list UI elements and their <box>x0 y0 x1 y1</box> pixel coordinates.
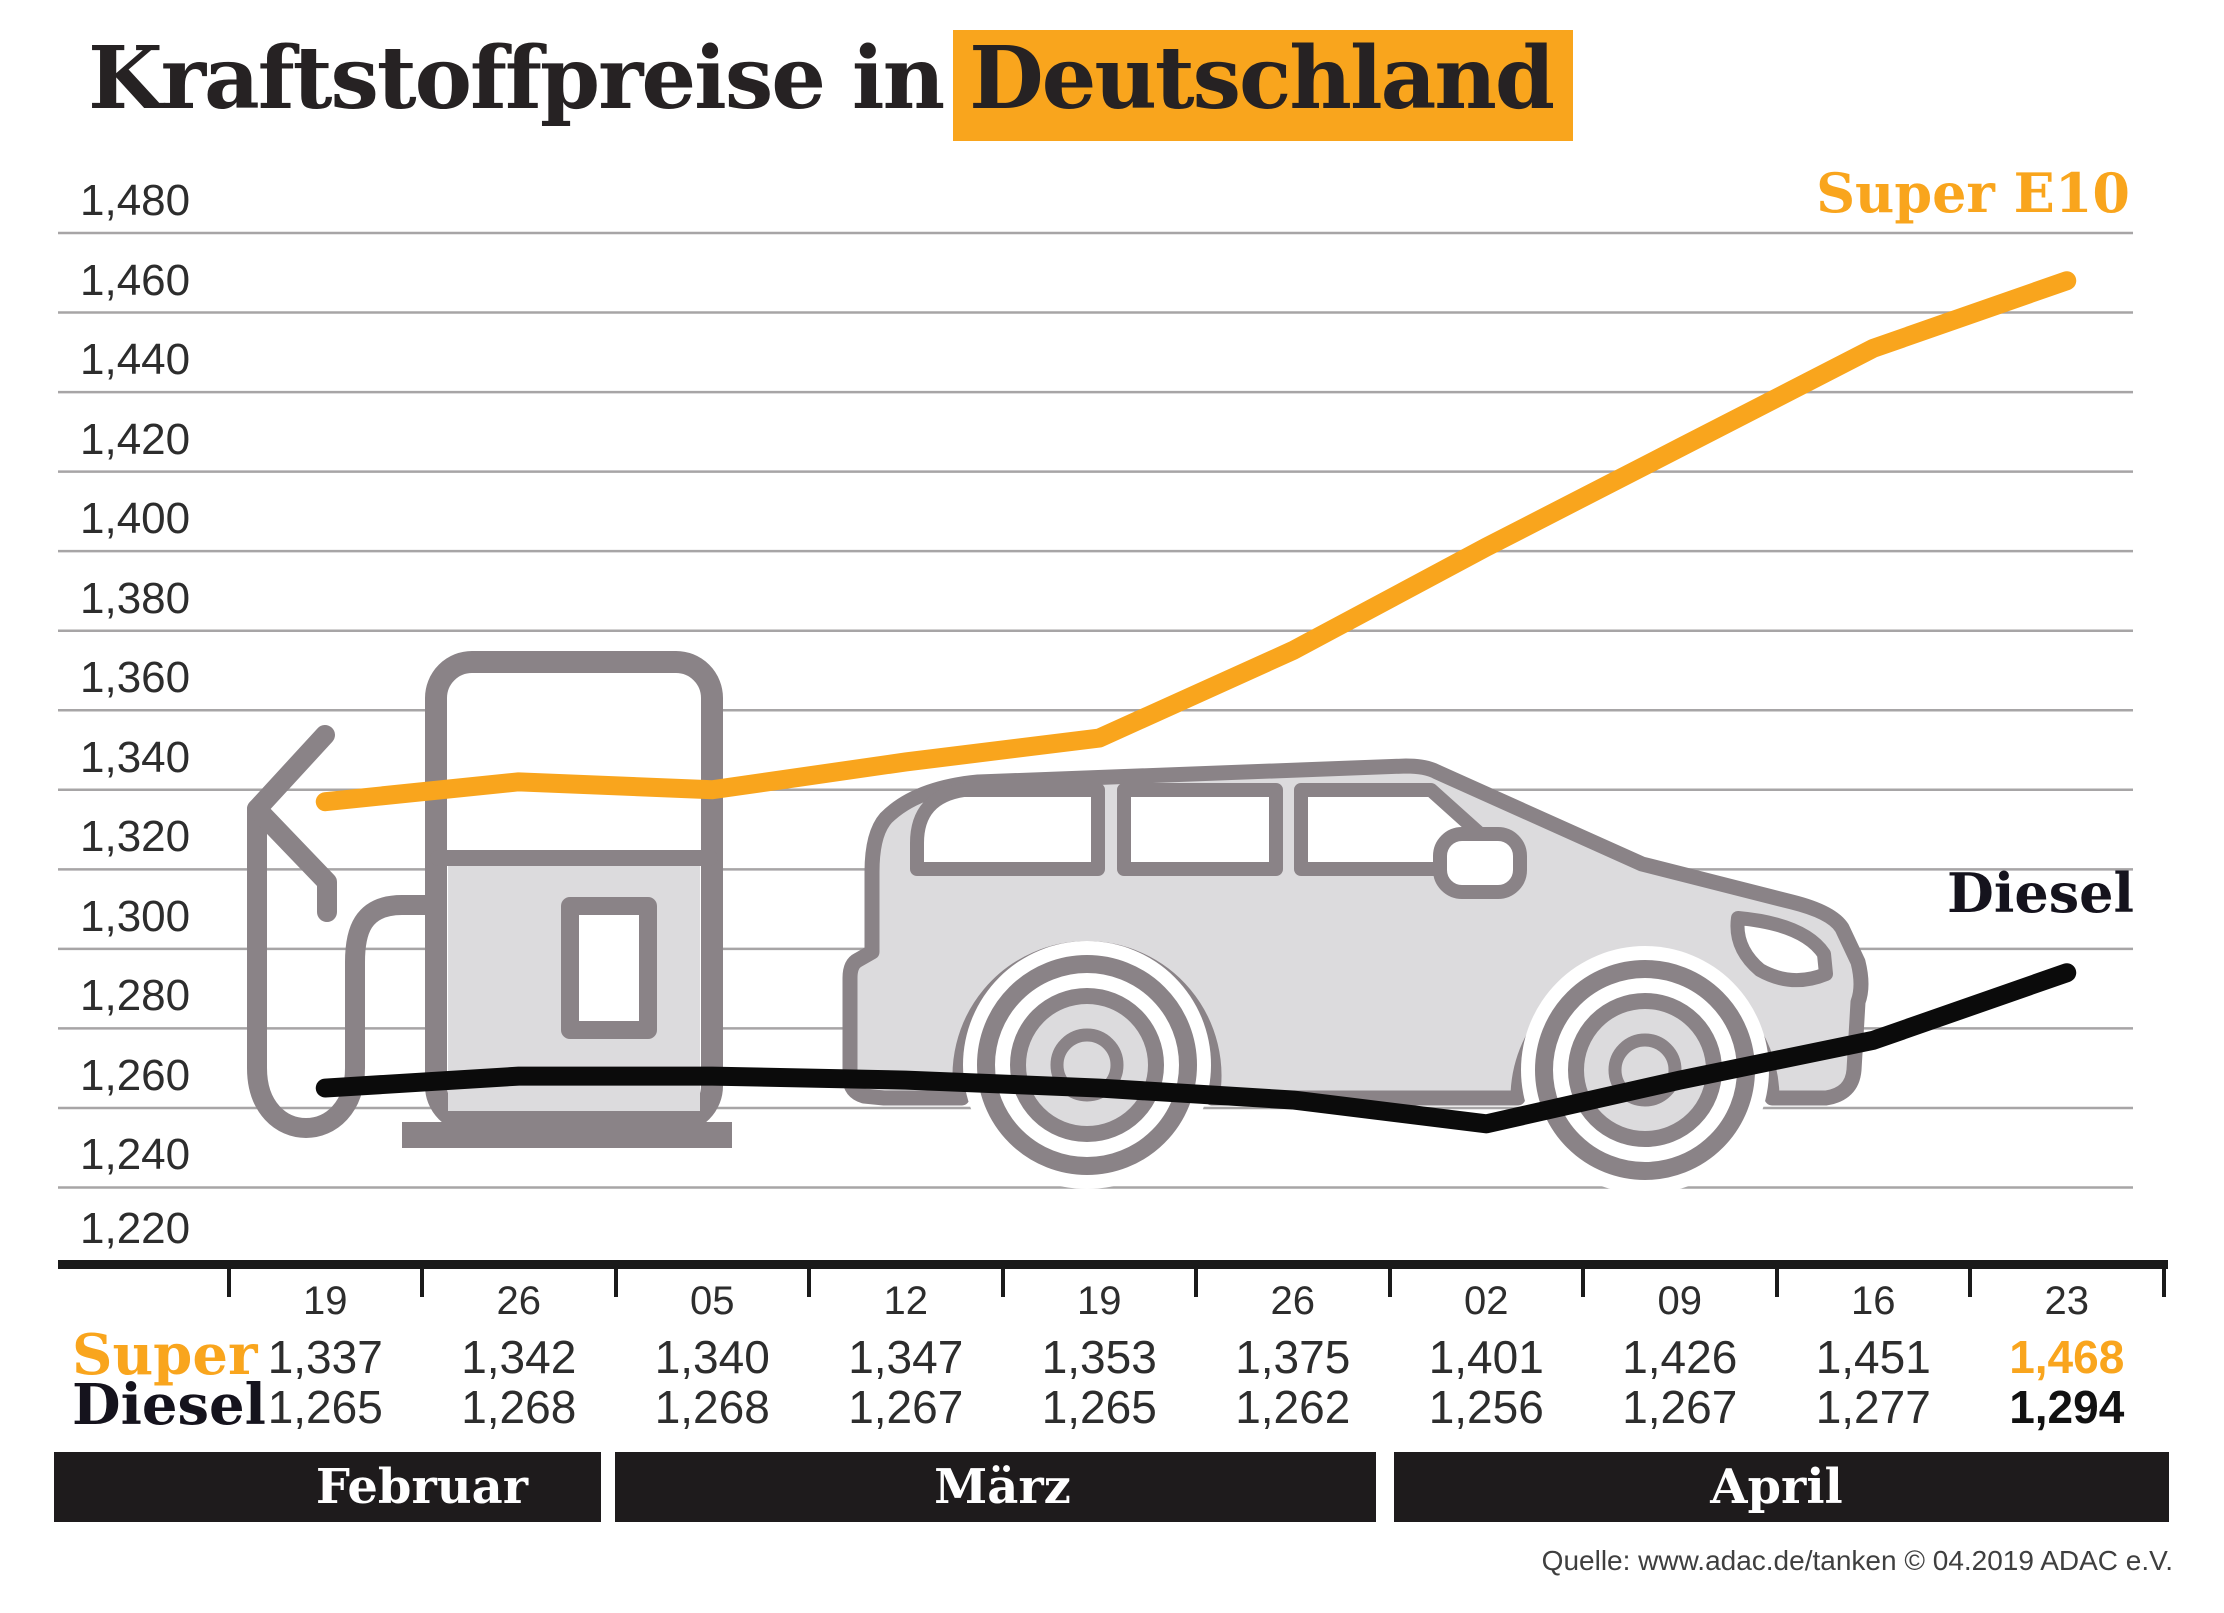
x-axis-date-label: 05 <box>690 1279 735 1323</box>
table-value-super: 1,468 <box>2009 1331 2125 1383</box>
month-band-april <box>1394 1452 2169 1522</box>
car-middle-window <box>1117 783 1283 876</box>
y-axis-label: 1,360 <box>80 653 191 703</box>
y-axis-label: 1,220 <box>80 1204 191 1253</box>
month-band-märz <box>615 1452 1376 1522</box>
x-axis-tick <box>1000 1269 1005 1297</box>
table-row-label-super: Super <box>72 1322 258 1388</box>
x-axis-tick <box>1194 1269 1198 1297</box>
table-value-super: 1,340 <box>654 1331 770 1383</box>
x-axis-tick <box>2161 1269 2166 1297</box>
x-axis-date-label: 09 <box>1657 1279 1703 1323</box>
table-value-diesel: 1,267 <box>1622 1381 1738 1433</box>
month-band-februar <box>54 1452 601 1522</box>
car-rear-wheel <box>963 941 1211 1189</box>
table-value-super: 1,451 <box>1815 1331 1931 1383</box>
series-label-super-e10: Super E10 <box>1816 161 2130 225</box>
table-value-diesel: 1,265 <box>1041 1381 1157 1433</box>
pump-base <box>402 1122 732 1148</box>
line-diesel <box>315 963 2077 1134</box>
table-value-diesel: 1,294 <box>2009 1381 2125 1433</box>
x-axis-date-label: 12 <box>883 1279 929 1323</box>
car-rear-window <box>910 783 1105 876</box>
table-value-super: 1,353 <box>1041 1331 1157 1383</box>
car-headlight <box>1730 911 1833 988</box>
x-axis-tick <box>613 1269 618 1297</box>
x-axis-date-label: 02 <box>1464 1279 1509 1323</box>
table-value-diesel: 1,268 <box>461 1381 577 1433</box>
y-axis-label: 1,420 <box>80 414 191 464</box>
title-highlight: Deutschland <box>953 30 1573 141</box>
y-axis-label: 1,480 <box>80 176 191 225</box>
month-label-april: April <box>1710 1459 1843 1515</box>
table-value-diesel: 1,277 <box>1815 1381 1931 1433</box>
y-axis-label: 1,320 <box>80 812 191 862</box>
car-mirror <box>1433 827 1527 899</box>
x-axis-date-label: 19 <box>1077 1279 1122 1323</box>
table-value-diesel: 1,265 <box>267 1381 383 1433</box>
table-value-super: 1,347 <box>848 1331 964 1383</box>
x-axis-date-label: 19 <box>303 1279 348 1323</box>
table-value-diesel: 1,267 <box>848 1381 964 1433</box>
source-note: Quelle: www.adac.de/tanken © 04.2019 ADA… <box>1541 1545 2173 1576</box>
car-icon <box>842 758 1869 1194</box>
pump-nozzle <box>247 725 337 922</box>
pump-display-window <box>561 897 657 1039</box>
x-axis-date-label: 26 <box>496 1279 542 1323</box>
y-axis-label: 1,380 <box>80 573 191 623</box>
x-axis-line <box>58 1260 2168 1269</box>
table-value-diesel: 1,268 <box>654 1381 770 1433</box>
table-value-diesel: 1,262 <box>1235 1381 1351 1433</box>
table-value-diesel: 1,256 <box>1428 1381 1544 1433</box>
table-value-super: 1,337 <box>267 1331 383 1383</box>
page-title: Kraftstoffpreise in Deutschland <box>88 30 1573 141</box>
y-axis-label: 1,440 <box>80 335 191 385</box>
series-lines <box>315 271 2077 1134</box>
table-value-super: 1,342 <box>461 1331 577 1383</box>
x-axis-tick <box>807 1269 811 1297</box>
x-axis-tick <box>1968 1269 1972 1297</box>
x-axis-date-label: 16 <box>1851 1279 1896 1323</box>
y-axis-label: 1,300 <box>80 891 191 941</box>
series-label-diesel: Diesel <box>1947 861 2134 925</box>
title-prefix: Kraftstoffpreise in <box>88 28 945 129</box>
y-axis-label: 1,340 <box>80 732 191 782</box>
table-value-super: 1,401 <box>1428 1331 1544 1383</box>
table-value-super: 1,375 <box>1235 1331 1351 1383</box>
y-axis-label: 1,240 <box>80 1130 191 1180</box>
y-axis-label: 1,260 <box>80 1050 191 1100</box>
x-axis-date-label: 23 <box>2044 1279 2090 1323</box>
table-value-super: 1,426 <box>1622 1331 1738 1383</box>
x-axis-tick <box>420 1269 424 1297</box>
y-axis-label: 1,460 <box>80 255 191 305</box>
x-axis-tick <box>1774 1269 1779 1297</box>
x-axis-date-label: 26 <box>1270 1279 1316 1323</box>
y-axis-label: 1,280 <box>80 971 191 1021</box>
car-front-wheel <box>1521 946 1769 1194</box>
table-row-label-diesel: Diesel <box>72 1372 266 1438</box>
x-axis-tick <box>1581 1269 1585 1297</box>
month-label-märz: März <box>934 1459 1071 1515</box>
line-super-e10 <box>315 271 2077 812</box>
y-axis-label: 1,400 <box>80 494 191 544</box>
x-axis-tick <box>1387 1269 1392 1297</box>
month-label-februar: Februar <box>315 1459 529 1515</box>
x-axis-tick <box>226 1269 231 1297</box>
